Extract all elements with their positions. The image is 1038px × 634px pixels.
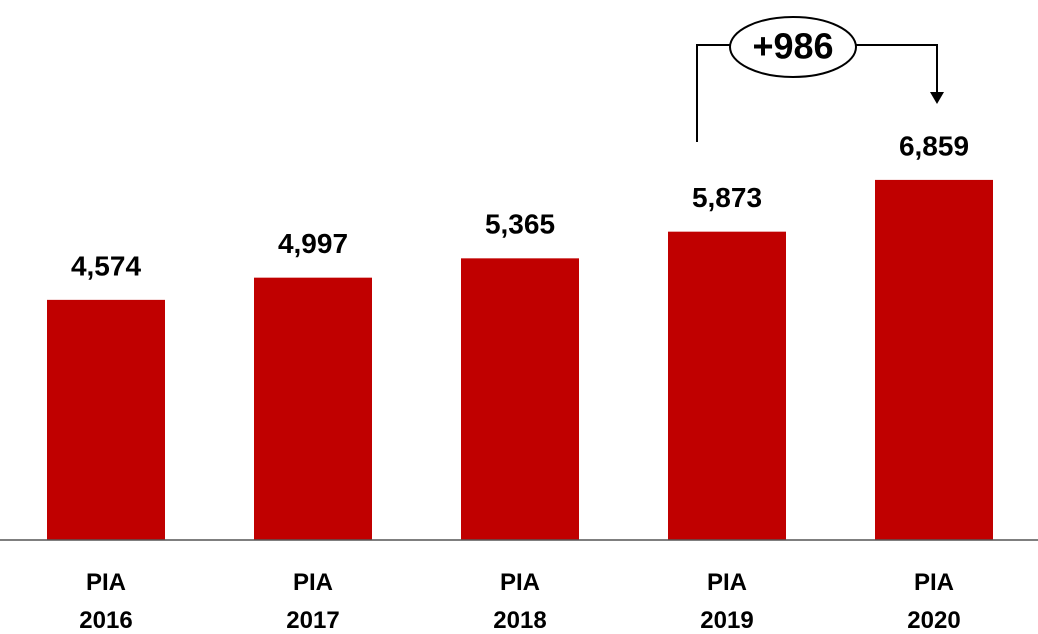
bar xyxy=(875,179,993,540)
x-tick-label: PIA 2019 xyxy=(700,569,754,634)
bar xyxy=(47,299,165,540)
annotation: +986 xyxy=(752,26,833,67)
x-tick-label: PIA 2018 xyxy=(493,569,547,634)
data-label: 6,859 xyxy=(899,130,969,161)
annotation-ellipse xyxy=(729,16,857,78)
bar xyxy=(461,258,579,540)
x-tick-label: PIA 2020 xyxy=(907,569,961,634)
bar xyxy=(668,231,786,541)
x-tick-label: PIA 2016 xyxy=(79,569,133,634)
arrow-head xyxy=(930,92,944,104)
data-label: 4,574 xyxy=(71,250,141,281)
x-tick-label: PIA 2017 xyxy=(286,569,340,634)
bar xyxy=(254,277,372,540)
data-label: 4,997 xyxy=(278,228,348,259)
bracket xyxy=(696,44,938,142)
data-label: 5,873 xyxy=(692,182,762,213)
data-label: 5,365 xyxy=(485,209,555,240)
